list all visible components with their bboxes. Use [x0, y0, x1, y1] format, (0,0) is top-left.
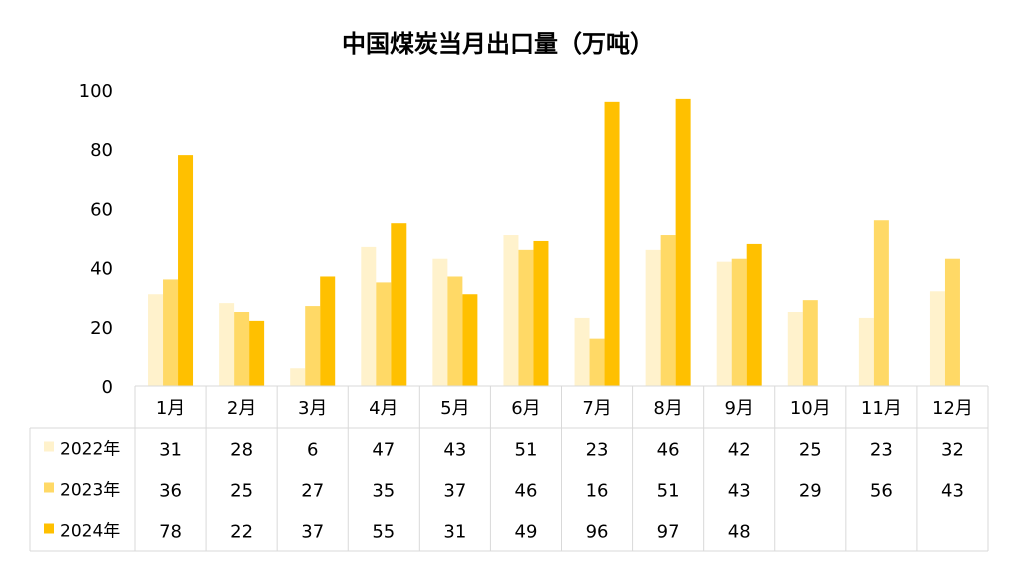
bar-2024年-4月 [391, 223, 407, 386]
bar-2024年-8月 [675, 98, 691, 386]
bar-2024年-9月 [746, 243, 762, 386]
y-tick-label: 20 [90, 318, 113, 339]
y-tick-label: 0 [102, 377, 113, 398]
table-value: 96 [586, 522, 609, 543]
table-value: 32 [941, 440, 964, 461]
y-tick-label: 60 [90, 199, 113, 220]
table-value: 46 [515, 481, 538, 502]
x-category-label: 2月 [227, 398, 256, 419]
bar-2023年-10月 [802, 300, 818, 386]
table-value: 37 [443, 481, 466, 502]
table-value: 55 [372, 522, 395, 543]
bar-2023年-8月 [660, 235, 676, 386]
table-value: 42 [728, 440, 751, 461]
legend-label: 2022年 [60, 440, 120, 460]
bar-2024年-1月 [178, 155, 194, 386]
bar-2024年-2月 [249, 320, 265, 386]
table-value: 48 [728, 522, 751, 543]
bar-2023年-4月 [376, 282, 392, 386]
bar-2022年-9月 [716, 261, 732, 386]
bar-2022年-1月 [148, 294, 164, 386]
table-value: 25 [230, 481, 253, 502]
bar-2024年-3月 [320, 276, 336, 386]
table-value: 56 [870, 481, 893, 502]
table-value: 35 [372, 481, 395, 502]
table-value: 27 [301, 481, 324, 502]
bar-2022年-4月 [361, 246, 377, 386]
x-category-label: 11月 [861, 398, 902, 419]
bar-2022年-3月 [290, 368, 306, 386]
table-value: 47 [372, 440, 395, 461]
bar-2023年-6月 [518, 249, 534, 386]
bar-2023年-11月 [873, 220, 889, 386]
y-tick-label: 80 [90, 140, 113, 161]
table-value: 49 [515, 522, 538, 543]
table-value: 6 [307, 440, 318, 461]
table-value: 28 [230, 440, 253, 461]
bar-2024年-5月 [462, 294, 478, 386]
table-value: 31 [159, 440, 182, 461]
bar-2022年-10月 [787, 312, 803, 386]
table-value: 43 [728, 481, 751, 502]
bar-2023年-7月 [589, 338, 605, 386]
bar-2022年-12月 [929, 291, 945, 386]
legend-label: 2023年 [60, 481, 120, 501]
bar-2022年-7月 [574, 317, 590, 386]
legend-swatch [44, 441, 54, 452]
table-value: 43 [941, 481, 964, 502]
bar-2023年-1月 [163, 279, 179, 386]
x-category-label: 12月 [932, 398, 973, 419]
table-value: 31 [443, 522, 466, 543]
table-value: 29 [799, 481, 822, 502]
x-category-label: 9月 [724, 398, 753, 419]
x-category-label: 4月 [369, 398, 398, 419]
x-category-label: 7月 [582, 398, 611, 419]
bar-2024年-6月 [533, 240, 549, 386]
table-value: 51 [515, 440, 538, 461]
table-value: 22 [230, 522, 253, 543]
x-category-label: 6月 [511, 398, 540, 419]
x-category-label: 5月 [440, 398, 469, 419]
table-value: 36 [159, 481, 182, 502]
legend-label: 2024年 [60, 522, 120, 542]
bar-2022年-2月 [219, 303, 235, 386]
table-value: 23 [870, 440, 893, 461]
bar-2024年-7月 [604, 101, 620, 386]
table-value: 37 [301, 522, 324, 543]
chart-title: 中国煤炭当月出口量（万吨） [342, 30, 654, 58]
bar-2023年-3月 [305, 306, 321, 386]
legend-swatch [44, 482, 54, 493]
bar-2022年-6月 [503, 235, 519, 386]
table-value: 78 [159, 522, 182, 543]
bar-2023年-12月 [944, 258, 960, 386]
bar-2023年-9月 [731, 258, 747, 386]
y-tick-label: 40 [90, 259, 113, 280]
table-value: 25 [799, 440, 822, 461]
table-value: 51 [657, 481, 680, 502]
table-value: 23 [586, 440, 609, 461]
bar-2022年-8月 [645, 249, 661, 386]
table-value: 46 [657, 440, 680, 461]
x-category-label: 3月 [298, 398, 327, 419]
table-value: 16 [586, 481, 609, 502]
bar-2022年-11月 [858, 317, 874, 386]
bar-2023年-5月 [447, 276, 463, 386]
legend-swatch [44, 523, 54, 534]
table-value: 43 [443, 440, 466, 461]
bar-2023年-2月 [234, 312, 250, 386]
y-tick-label: 100 [79, 81, 113, 102]
table-value: 97 [657, 522, 680, 543]
x-category-label: 1月 [156, 398, 185, 419]
x-category-label: 10月 [790, 398, 831, 419]
bar-2022年-5月 [432, 258, 448, 386]
x-category-label: 8月 [653, 398, 682, 419]
